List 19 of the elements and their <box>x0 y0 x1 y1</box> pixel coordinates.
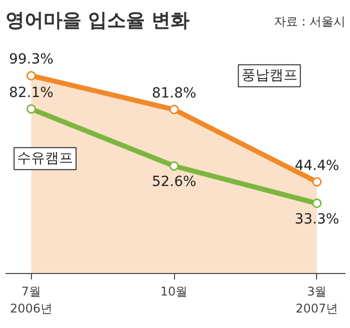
x-tick-label: 10월 <box>160 284 188 298</box>
text: 자료 : 서울시 <box>274 14 346 28</box>
data-label: 81.8% <box>152 86 196 102</box>
point <box>26 104 36 114</box>
point <box>169 104 179 114</box>
text: 풍납캠프 <box>241 68 298 84</box>
data-label: 44.4% <box>294 158 340 174</box>
point <box>312 198 322 208</box>
point <box>169 161 179 171</box>
series-label: 수유캠프 <box>17 150 74 167</box>
data-label: 33.3% <box>294 211 340 228</box>
chart-title: 영어마을 입소율 변화 <box>6 10 190 32</box>
data-label: 52.6% <box>152 174 196 190</box>
point <box>312 177 322 187</box>
point <box>26 70 36 80</box>
x-tick-label: 7월 2006년 <box>10 284 52 316</box>
data-label: 99.3% <box>8 52 54 68</box>
x-tick-label: 3월 2007년 <box>296 284 338 316</box>
data-label: 82.1% <box>8 84 54 101</box>
